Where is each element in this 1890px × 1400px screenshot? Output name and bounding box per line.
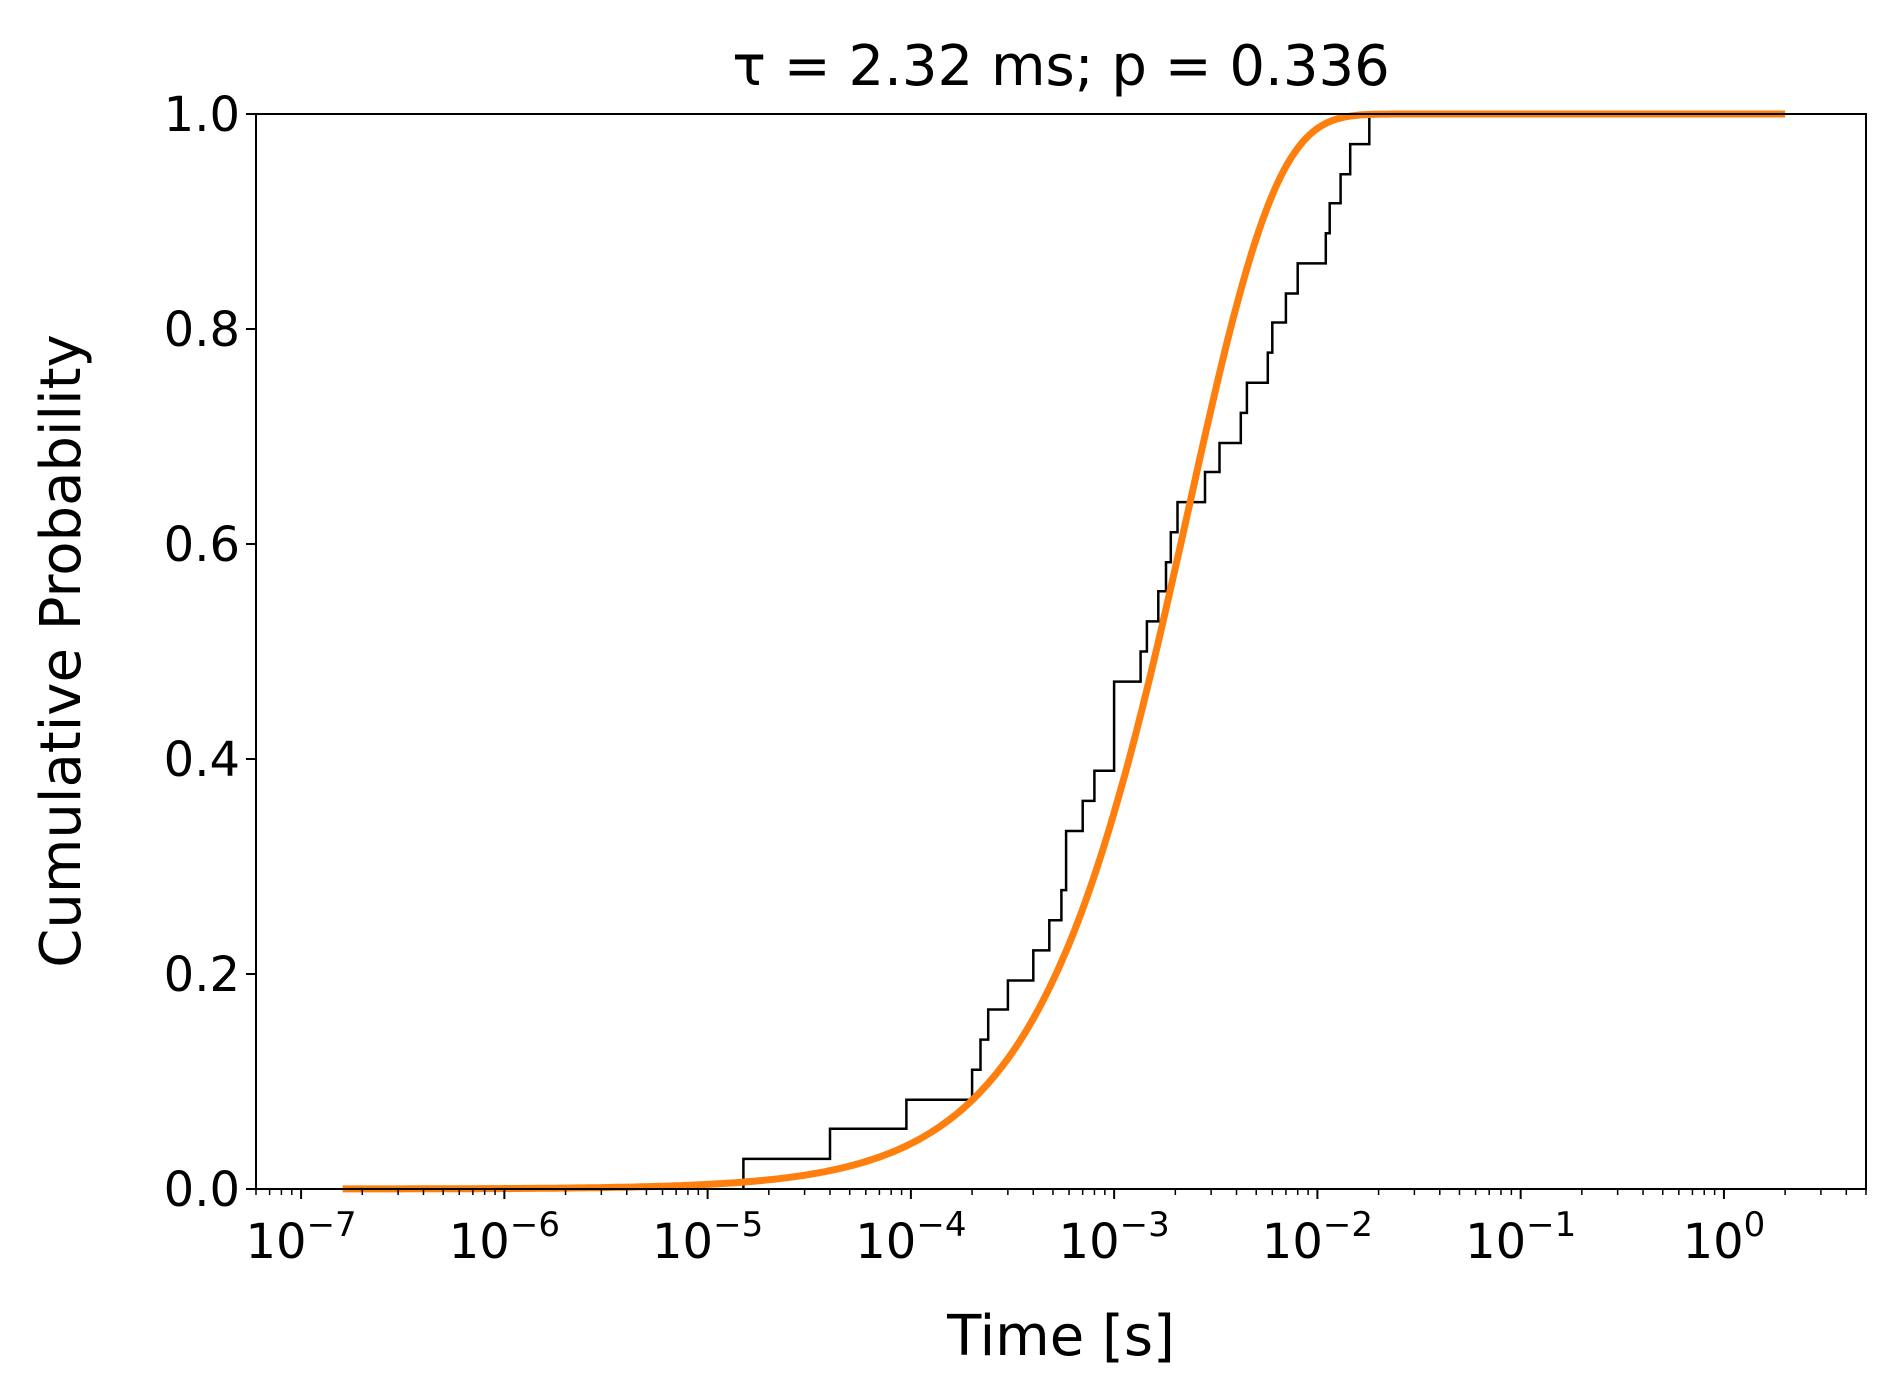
y-axis-label: Cumulative Probability xyxy=(29,334,94,967)
y-tick-label: 0.2 xyxy=(164,947,240,1003)
y-axis: 0.0 0.2 0.4 0.6 0.8 1.0 xyxy=(164,87,256,1218)
x-axis-label: Time [s] xyxy=(946,1304,1175,1369)
x-tick-label: 10−4 xyxy=(855,1205,966,1270)
plot-area xyxy=(342,110,1786,1193)
x-tick-label: 10−1 xyxy=(1465,1205,1576,1270)
y-tick-label: 0.0 xyxy=(164,1162,240,1218)
x-axis: 10−7 10−6 10−5 10−4 10−3 10−2 10−1 100 xyxy=(245,1189,1867,1270)
x-tick-label: 10−2 xyxy=(1262,1205,1373,1270)
plot-frame xyxy=(255,113,1867,1190)
y-tick-label: 0.6 xyxy=(164,517,240,573)
series-layer xyxy=(342,110,1786,1193)
y-tick-label: 0.8 xyxy=(164,302,240,358)
x-tick-label: 10−5 xyxy=(652,1205,763,1270)
x-tick-label: 100 xyxy=(1683,1205,1766,1270)
x-tick-label: 10−7 xyxy=(245,1205,356,1270)
y-tick-label: 1.0 xyxy=(164,87,240,143)
x-tick-label: 10−6 xyxy=(449,1205,560,1270)
x-tick-label: 10−3 xyxy=(1059,1205,1170,1270)
empirical-cdf-line xyxy=(742,114,1371,1189)
y-tick-label: 0.4 xyxy=(164,732,240,788)
chart-title: τ = 2.32 ms; p = 0.336 xyxy=(732,34,1390,99)
fit-curve-line xyxy=(342,110,1786,1193)
